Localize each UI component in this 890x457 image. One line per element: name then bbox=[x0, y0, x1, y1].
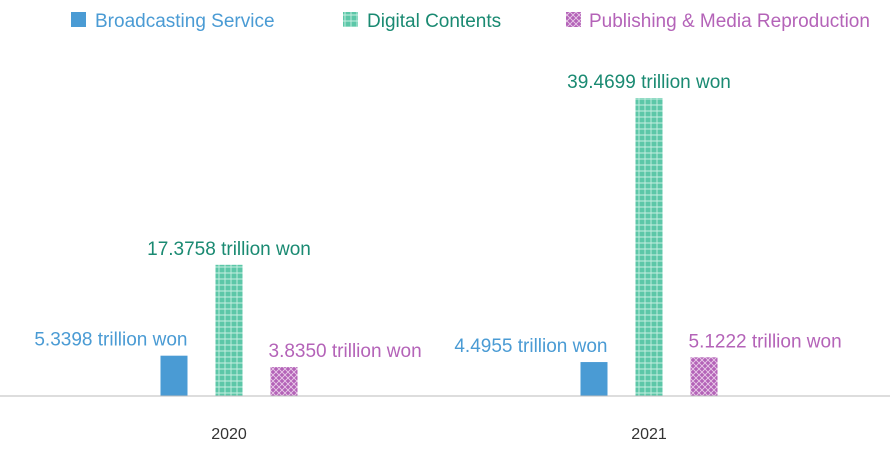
x-axis-ticks: 2020 2021 bbox=[211, 426, 667, 443]
bar-digital-contents-2021 bbox=[635, 98, 663, 396]
bar-publishing-and-media-reproduction-2021 bbox=[690, 357, 718, 396]
data-labels: 5.3398 trillion won 17.3758 trillion won 3… bbox=[34, 72, 841, 362]
data-label-broadcasting-service-2021: 4.4955 trillion won bbox=[454, 336, 607, 357]
data-label-publishing-and-media-reproduction-2020: 3.8350 trillion won bbox=[269, 341, 422, 362]
bar-broadcasting-service-2021 bbox=[580, 362, 608, 396]
legend: Broadcasting Service Digital Contents Publ… bbox=[71, 11, 870, 32]
bar-digital-contents-2020 bbox=[215, 264, 243, 396]
data-label-publishing-and-media-reproduction-2021: 5.1222 trillion won bbox=[689, 331, 842, 352]
x-tick-label-2020: 2020 bbox=[211, 426, 247, 443]
bar-publishing-and-media-reproduction-2020 bbox=[270, 367, 298, 396]
legend-label-broadcasting-service: Broadcasting Service bbox=[95, 11, 275, 32]
data-label-broadcasting-service-2020: 5.3398 trillion won bbox=[34, 330, 187, 351]
bar-broadcasting-service-2020 bbox=[160, 355, 188, 396]
bars bbox=[160, 98, 718, 396]
legend-label-digital-contents: Digital Contents bbox=[367, 11, 501, 32]
legend-swatch-publishing-and-media-reproduction bbox=[566, 12, 581, 27]
legend-swatch-broadcasting-service bbox=[71, 12, 86, 27]
x-tick-label-2021: 2021 bbox=[631, 426, 667, 443]
data-label-digital-contents-2021: 39.4699 trillion won bbox=[567, 72, 731, 93]
data-label-digital-contents-2020: 17.3758 trillion won bbox=[147, 239, 311, 260]
legend-label-publishing-and-media-reproduction: Publishing & Media Reproduction bbox=[589, 11, 870, 32]
legend-swatch-digital-contents bbox=[343, 12, 358, 27]
